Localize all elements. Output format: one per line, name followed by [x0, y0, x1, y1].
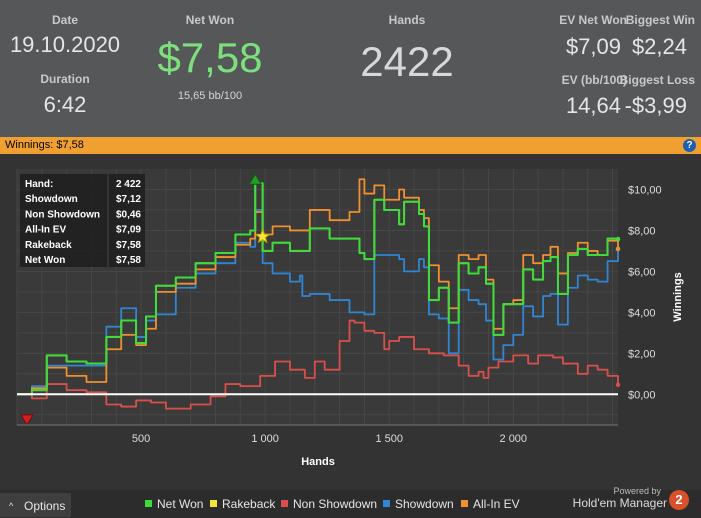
y-tick-label: $4,00	[628, 307, 656, 319]
info-row-value: $0,46	[116, 209, 141, 220]
ev-bb100-label: EV (bb/100)	[561, 73, 627, 87]
legend-label: Non Showdown	[293, 497, 378, 511]
min-marker-icon	[20, 414, 34, 426]
x-tick-label: 1 500	[375, 433, 403, 445]
biggest-win-label: Biggest Win	[625, 13, 695, 27]
x-tick-label: 500	[132, 433, 150, 445]
series-line-showdown	[17, 209, 619, 396]
legend-item-all-in-ev[interactable]: All-In EV	[461, 497, 520, 511]
legend-swatch	[461, 500, 468, 507]
y-tick-label: $10,00	[628, 184, 662, 196]
info-row-label: Non Showdown	[25, 209, 100, 220]
info-row-value: 2 422	[116, 179, 141, 190]
info-row-value: $7,58	[116, 240, 141, 251]
duration-label: Duration	[40, 72, 90, 86]
ev-net-won-value: $7,09	[565, 34, 621, 59]
x-axis-title: Hands	[301, 456, 335, 468]
winnings-banner-text: Winnings: $7,58	[5, 139, 84, 151]
winnings-chart: 500 1 000 1 500 2 000 $0,00 $2,00 $4,00 $6,00 $8…	[16, 169, 684, 468]
bb100-value: 15,65 bb/100	[177, 90, 243, 102]
brand-name: Hold'em Manager	[572, 496, 667, 510]
winnings-chart-area: 500 1 000 1 500 2 000 $0,00 $2,00 $4,00 $6,00 $8…	[0, 154, 701, 490]
info-row-label: Hand:	[25, 179, 53, 190]
legend-item-net-won[interactable]: Net Won	[145, 497, 203, 511]
star-marker-icon	[254, 228, 271, 244]
net-won-label: Net Won	[185, 13, 235, 27]
info-row-label: Showdown	[25, 194, 78, 205]
hands-value: 2422	[360, 38, 454, 85]
series-endpoint	[615, 236, 621, 242]
info-row-label: Rakeback	[25, 240, 72, 251]
options-label: Options	[24, 499, 66, 513]
info-row-value: $7,58	[116, 255, 141, 266]
legend-swatch	[210, 500, 217, 507]
info-row-label: All-In EV	[25, 225, 66, 236]
date-value: 19.10.2020	[9, 32, 121, 57]
date-label: Date	[51, 13, 78, 27]
series-line-non-showdown	[17, 319, 619, 410]
biggest-loss-value: -$3,99	[624, 93, 687, 118]
legend-item-showdown[interactable]: Showdown	[383, 497, 454, 511]
x-tick-label: 1 000	[251, 433, 279, 445]
y-tick-label: $6,00	[628, 266, 656, 278]
legend-item-rakeback[interactable]: Rakeback	[210, 497, 275, 511]
y-tick-label: $2,00	[628, 348, 656, 360]
biggest-win-value: $2,24	[631, 34, 687, 59]
y-tick-label: $8,00	[628, 225, 656, 237]
info-box	[20, 174, 145, 267]
powered-by-text: Powered by	[613, 486, 661, 496]
y-tick-label: $0,00	[628, 389, 656, 401]
legend-label: Rakeback	[222, 497, 276, 511]
legend-label: Net Won	[157, 497, 204, 511]
stats-panel: Date 19.10.2020 Duration 6:42 Net Won $7…	[0, 0, 701, 137]
duration-value: 6:42	[43, 92, 87, 117]
series-endpoint	[615, 382, 621, 388]
brand-logo: Powered by Hold'em Manager 2	[555, 486, 695, 516]
series-endpoint	[615, 246, 621, 252]
legend-item-non-showdown[interactable]: Non Showdown	[281, 497, 377, 511]
brand-badge-icon: 2	[669, 490, 689, 510]
x-tick-label: 2 000	[500, 433, 528, 445]
info-row-label: Net Won	[25, 255, 65, 266]
legend-label: All-In EV	[473, 497, 520, 511]
legend-swatch	[383, 500, 390, 507]
info-row-value: $7,09	[116, 225, 141, 236]
net-won-value: $7,58	[157, 34, 263, 81]
legend-swatch	[145, 500, 152, 507]
biggest-loss-label: Biggest Loss	[619, 73, 695, 87]
ev-bb100-value: 14,64	[565, 93, 621, 118]
info-row-value: $7,12	[116, 194, 141, 205]
chevron-up-icon: ^	[9, 501, 14, 511]
ev-net-won-label: EV Net Won	[559, 13, 627, 27]
y-axis-title: Winnings	[672, 272, 684, 321]
series-line-net-won	[17, 182, 619, 396]
footer-bar	[0, 490, 701, 518]
hands-label: Hands	[388, 13, 426, 27]
legend-swatch	[281, 500, 288, 507]
legend-label: Showdown	[395, 497, 454, 511]
winnings-banner: Winnings: $7,58 ?	[0, 137, 701, 154]
help-icon[interactable]: ?	[683, 139, 696, 152]
options-button[interactable]: ^ Options	[0, 493, 71, 517]
max-marker-icon	[248, 173, 263, 185]
